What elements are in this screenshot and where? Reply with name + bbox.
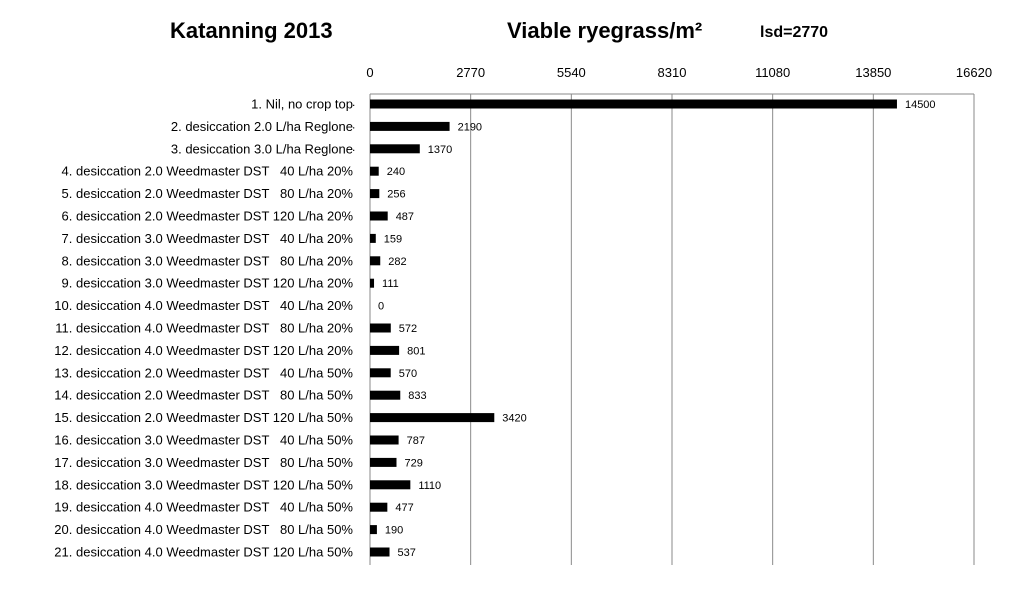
category-label: 20. desiccation 4.0 Weedmaster DST 80 L/… — [54, 522, 353, 537]
bar — [370, 323, 391, 333]
data-label: 729 — [404, 457, 422, 469]
bar — [370, 413, 495, 423]
bar — [370, 211, 388, 221]
data-label: 240 — [387, 166, 405, 178]
category-label: 18. desiccation 3.0 Weedmaster DST 120 L… — [54, 477, 353, 492]
category-label: 11. desiccation 4.0 Weedmaster DST 80 L/… — [55, 321, 353, 336]
data-label: 2190 — [458, 121, 482, 133]
lsd-label: lsd=2770 — [760, 24, 829, 41]
category-label: 12. desiccation 4.0 Weedmaster DST 120 L… — [54, 343, 353, 358]
category-label: 3. desiccation 3.0 L/ha Reglone — [171, 141, 353, 156]
data-label: 1370 — [428, 144, 452, 156]
bar — [370, 502, 388, 512]
category-label: 21. desiccation 4.0 Weedmaster DST 120 L… — [54, 545, 353, 560]
bar — [370, 547, 390, 557]
data-label: 256 — [387, 189, 405, 201]
chart-title-measure: Viable ryegrass/m² — [507, 18, 703, 43]
data-label: 0 — [378, 301, 384, 313]
bar — [370, 457, 397, 467]
category-label: 15. desiccation 2.0 Weedmaster DST 120 L… — [54, 410, 353, 425]
dot-mark: . — [352, 140, 355, 154]
category-label: 13. desiccation 2.0 Weedmaster DST 40 L/… — [54, 365, 353, 380]
dot-mark: . — [352, 117, 355, 131]
category-label: 2. desiccation 2.0 L/ha Reglone — [171, 119, 353, 134]
x-tick-label: 11080 — [755, 65, 790, 80]
category-label: 10. desiccation 4.0 Weedmaster DST 40 L/… — [54, 298, 353, 313]
category-label: 8. desiccation 3.0 Weedmaster DST 80 L/h… — [62, 253, 354, 268]
category-label: 6. desiccation 2.0 Weedmaster DST 120 L/… — [62, 209, 354, 224]
data-label: 833 — [408, 390, 426, 402]
category-label: 16. desiccation 3.0 Weedmaster DST 40 L/… — [54, 433, 353, 448]
data-label: 190 — [385, 525, 403, 537]
data-label: 111 — [382, 278, 399, 290]
data-label: 159 — [384, 233, 402, 245]
category-label: 7. desiccation 3.0 Weedmaster DST 40 L/h… — [62, 231, 354, 246]
bar — [370, 435, 399, 445]
bar — [370, 166, 379, 176]
category-label: 14. desiccation 2.0 Weedmaster DST 80 L/… — [54, 388, 353, 403]
data-label: 14500 — [905, 99, 936, 111]
category-label: 4. desiccation 2.0 Weedmaster DST 40 L/h… — [62, 164, 354, 179]
x-tick-label: 5540 — [557, 65, 586, 80]
bar — [370, 256, 381, 266]
bar — [370, 189, 380, 199]
x-tick-label: 2770 — [456, 65, 485, 80]
bar — [370, 233, 376, 243]
category-label: 5. desiccation 2.0 Weedmaster DST 80 L/h… — [62, 186, 354, 201]
category-label: 19. desiccation 4.0 Weedmaster DST 40 L/… — [54, 500, 353, 515]
data-label: 1110 — [418, 480, 441, 492]
x-tick-label: 0 — [366, 65, 373, 80]
data-label: 801 — [407, 345, 425, 357]
bar — [370, 480, 411, 490]
bar — [370, 99, 897, 109]
bar — [370, 121, 450, 131]
data-label: 477 — [395, 502, 413, 514]
data-label: 282 — [388, 256, 406, 268]
data-label: 787 — [407, 435, 425, 447]
bar — [370, 390, 401, 400]
bar — [370, 144, 420, 154]
chart-title-site: Katanning 2013 — [170, 18, 333, 43]
bar — [370, 345, 400, 355]
data-label: 572 — [399, 323, 417, 335]
category-label: 17. desiccation 3.0 Weedmaster DST 80 L/… — [54, 455, 353, 470]
bar — [370, 368, 391, 378]
x-tick-label: 13850 — [855, 65, 891, 80]
category-label: 1. Nil, no crop top — [251, 97, 353, 112]
x-tick-label: 16620 — [956, 65, 992, 80]
category-label: 9. desiccation 3.0 Weedmaster DST 120 L/… — [62, 276, 354, 291]
data-label: 487 — [396, 211, 414, 223]
dot-mark: . — [352, 95, 355, 109]
bar — [370, 525, 377, 535]
data-label: 537 — [398, 547, 416, 559]
x-tick-label: 8310 — [658, 65, 687, 80]
data-label: 570 — [399, 368, 417, 380]
data-label: 3420 — [502, 413, 526, 425]
bar — [370, 278, 375, 288]
